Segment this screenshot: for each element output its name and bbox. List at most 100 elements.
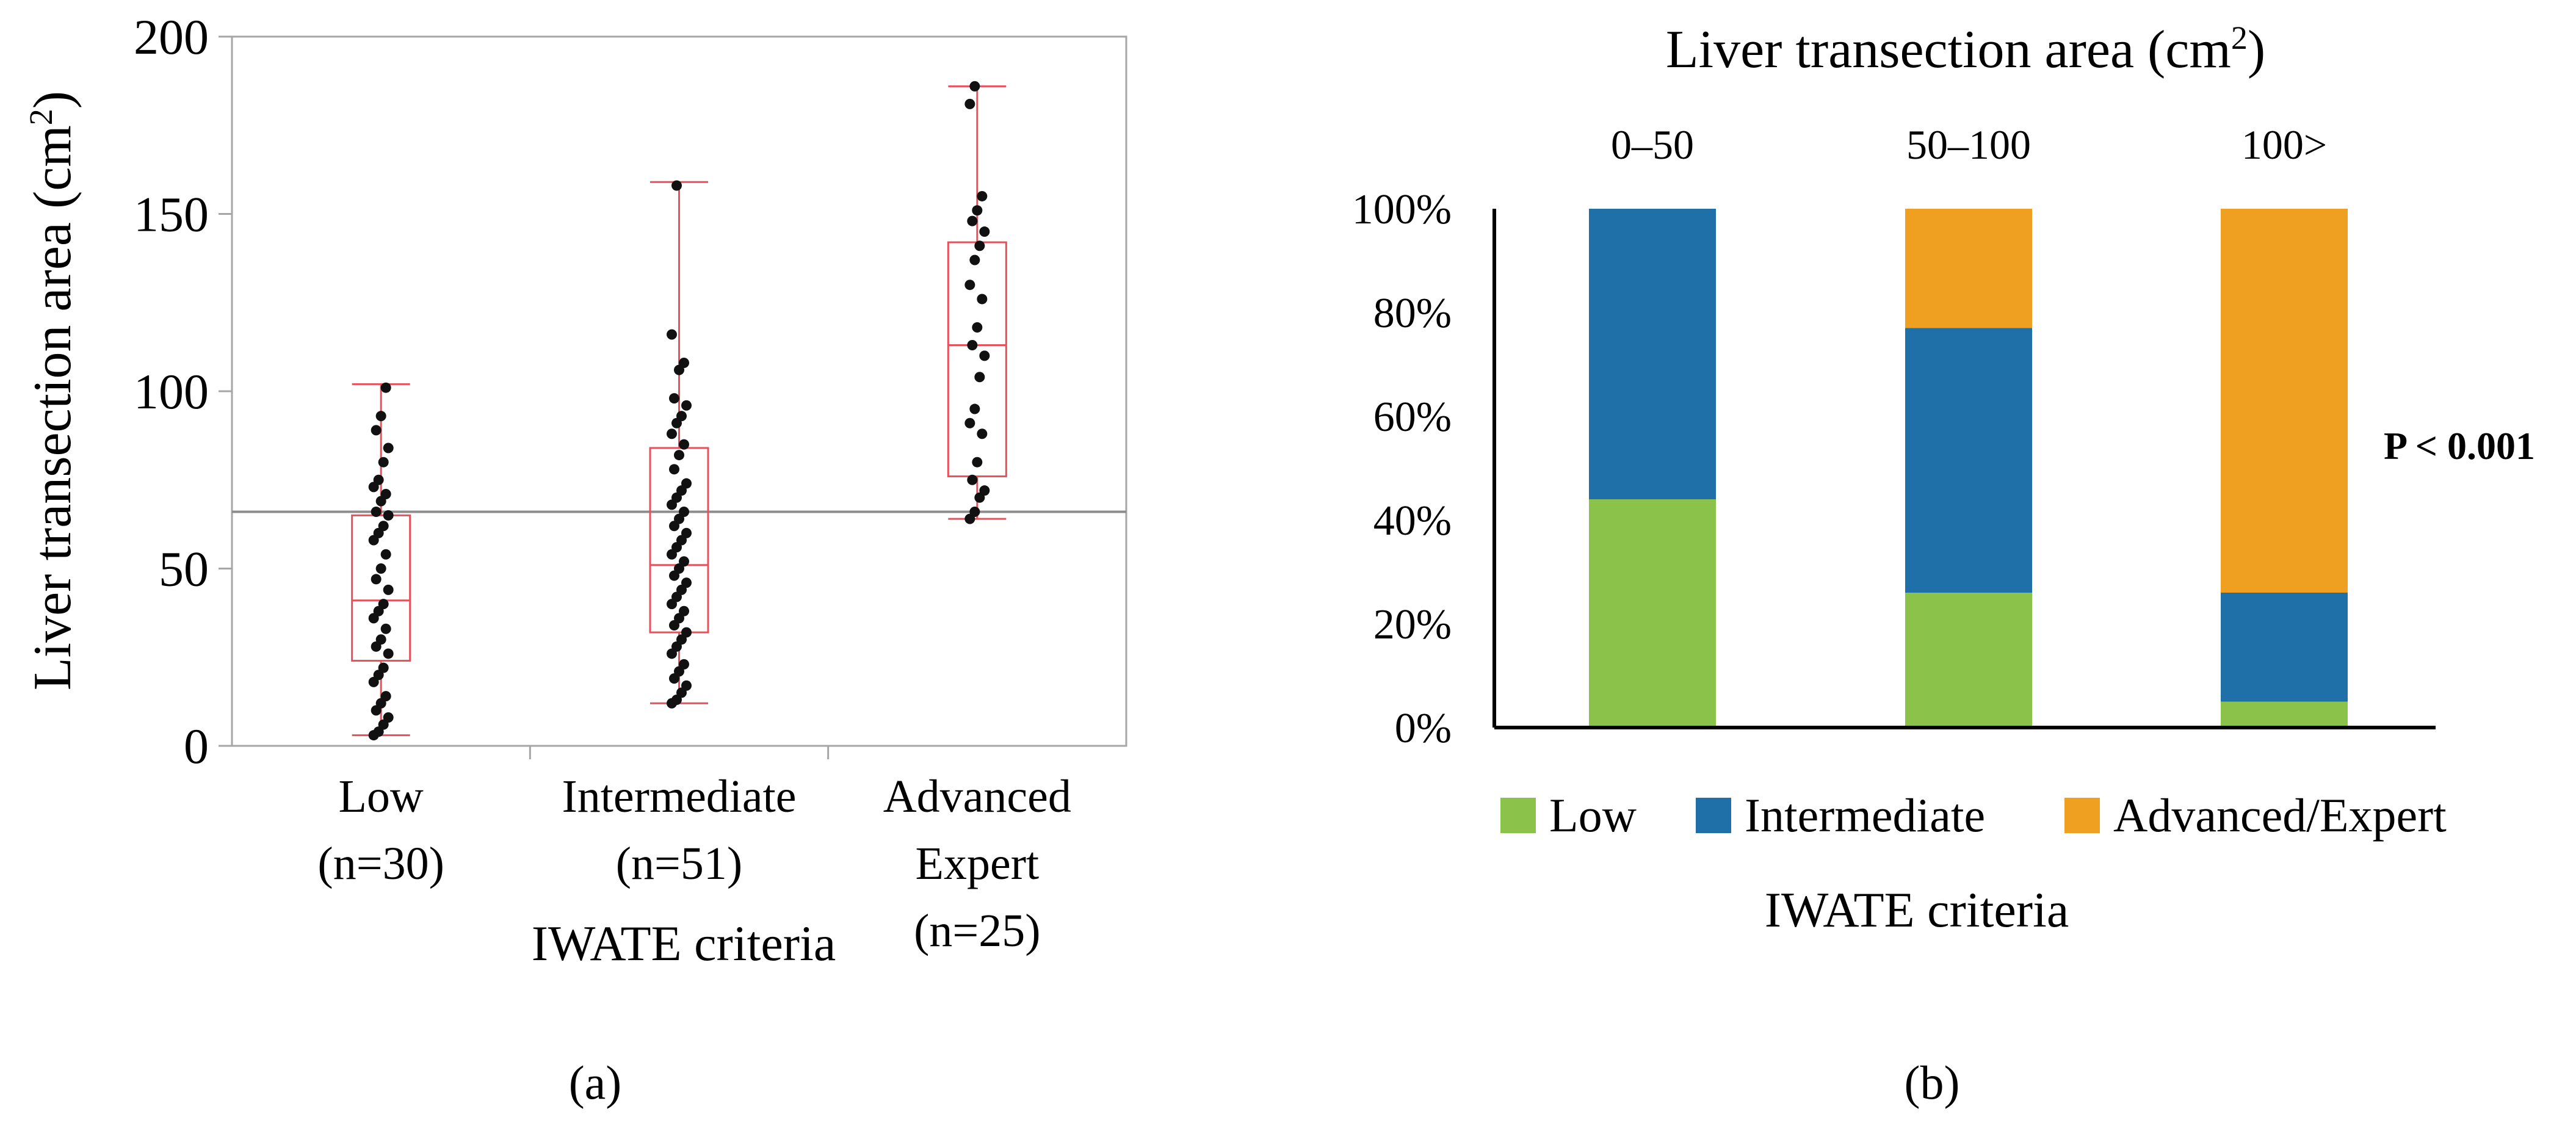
data-point (679, 507, 689, 518)
data-point (679, 439, 689, 450)
y-tick-label: 40% (1373, 497, 1452, 544)
y-tick-label: 200 (134, 9, 209, 65)
data-point (380, 623, 391, 634)
data-point (969, 255, 980, 266)
data-point (667, 428, 677, 439)
data-point (679, 605, 689, 616)
data-point (972, 322, 983, 333)
data-point (974, 240, 985, 251)
x-axis-label: IWATE criteria (1765, 882, 2069, 938)
group-label: Advanced (883, 771, 1071, 822)
data-point (679, 556, 689, 567)
data-point (967, 474, 978, 485)
group-label: Low (339, 771, 424, 822)
data-point (964, 417, 975, 428)
x-axis-label: IWATE criteria (532, 916, 836, 971)
data-point (375, 563, 386, 574)
group-label: Intermediate (562, 771, 796, 822)
bar-segment-intermediate (2221, 593, 2348, 702)
data-point (383, 443, 394, 453)
data-point (969, 81, 980, 92)
category-label: 100> (2241, 121, 2327, 168)
panel-a-caption: (a) (569, 1056, 622, 1109)
bar-segment-advanced-expert (2221, 209, 2348, 593)
legend-swatch (1500, 798, 1536, 833)
data-point (979, 226, 990, 237)
data-point (380, 691, 391, 702)
bar-segment-low (1905, 593, 2032, 728)
group-label: (n=51) (616, 838, 742, 889)
legend-label: Intermediate (1745, 789, 1985, 842)
data-point (383, 648, 394, 659)
panel-b-caption: (b) (1905, 1056, 1960, 1109)
data-point (373, 474, 384, 485)
y-tick-label: 100 (134, 364, 209, 419)
data-point (371, 507, 382, 518)
data-point (977, 190, 988, 201)
group-label: (n=30) (317, 838, 444, 889)
data-point (977, 428, 988, 439)
data-point (964, 280, 975, 291)
data-point (383, 712, 394, 723)
group-label: Expert (916, 838, 1040, 889)
data-point (979, 350, 990, 361)
data-point (371, 425, 382, 436)
data-point (977, 294, 988, 305)
p-value-annotation: P < 0.001 (2384, 424, 2535, 468)
y-tick-label: 50 (159, 541, 209, 597)
data-point (969, 507, 980, 518)
box-plot-chart: 0 50 100 150 200 Low (n=30) Intermediate (n=51)… (23, 9, 1127, 1109)
data-point (681, 627, 692, 638)
data-point (681, 400, 692, 411)
data-point (676, 411, 687, 422)
data-point (383, 510, 394, 521)
data-point (380, 549, 391, 560)
data-point (375, 411, 386, 422)
y-tick-label: 0 (184, 718, 209, 774)
data-point (378, 662, 389, 673)
iqr-box (649, 447, 709, 634)
y-tick-label: 0% (1395, 705, 1452, 752)
data-point (378, 599, 389, 610)
data-point (375, 634, 386, 645)
chart-title: Liver transection area (cm2) (1666, 20, 2265, 79)
data-point (378, 521, 389, 532)
y-tick-label: 60% (1373, 394, 1452, 441)
data-point (972, 205, 983, 216)
y-tick-label: 80% (1373, 290, 1452, 337)
legend-swatch (1696, 798, 1731, 833)
category-label: 50–100 (1906, 121, 2031, 168)
y-axis-label: Liver transection area (cm2) (23, 91, 82, 690)
data-point (679, 358, 689, 369)
stacked-bar-chart: Liver transection area (cm2) 0% 20% 40% 60%… (1352, 20, 2535, 1109)
data-point (371, 574, 382, 585)
category-label: 0–50 (1611, 121, 1694, 168)
data-point (972, 457, 983, 468)
bar-segment-low (1589, 499, 1716, 728)
data-point (979, 485, 990, 496)
iqr-box (351, 514, 411, 662)
data-point (974, 372, 985, 383)
group-label: (n=25) (914, 905, 1040, 956)
data-point (967, 215, 978, 226)
bar-segment-intermediate (1905, 328, 2032, 593)
data-point (964, 98, 975, 109)
bar-segment-intermediate (1589, 209, 1716, 499)
y-tick-label: 20% (1373, 601, 1452, 648)
data-point (671, 180, 682, 191)
bar-segment-low (2221, 701, 2348, 728)
data-point (669, 393, 679, 404)
data-point (681, 577, 692, 588)
data-point (681, 680, 692, 691)
data-point (969, 403, 980, 414)
data-point (681, 527, 692, 538)
data-point (679, 659, 689, 670)
legend-label: Advanced/Expert (2113, 789, 2447, 842)
y-tick-label: 100% (1352, 186, 1452, 233)
data-point (967, 339, 978, 350)
data-point (383, 584, 394, 595)
data-point (378, 457, 389, 468)
data-point (681, 478, 692, 489)
data-point (380, 488, 391, 499)
